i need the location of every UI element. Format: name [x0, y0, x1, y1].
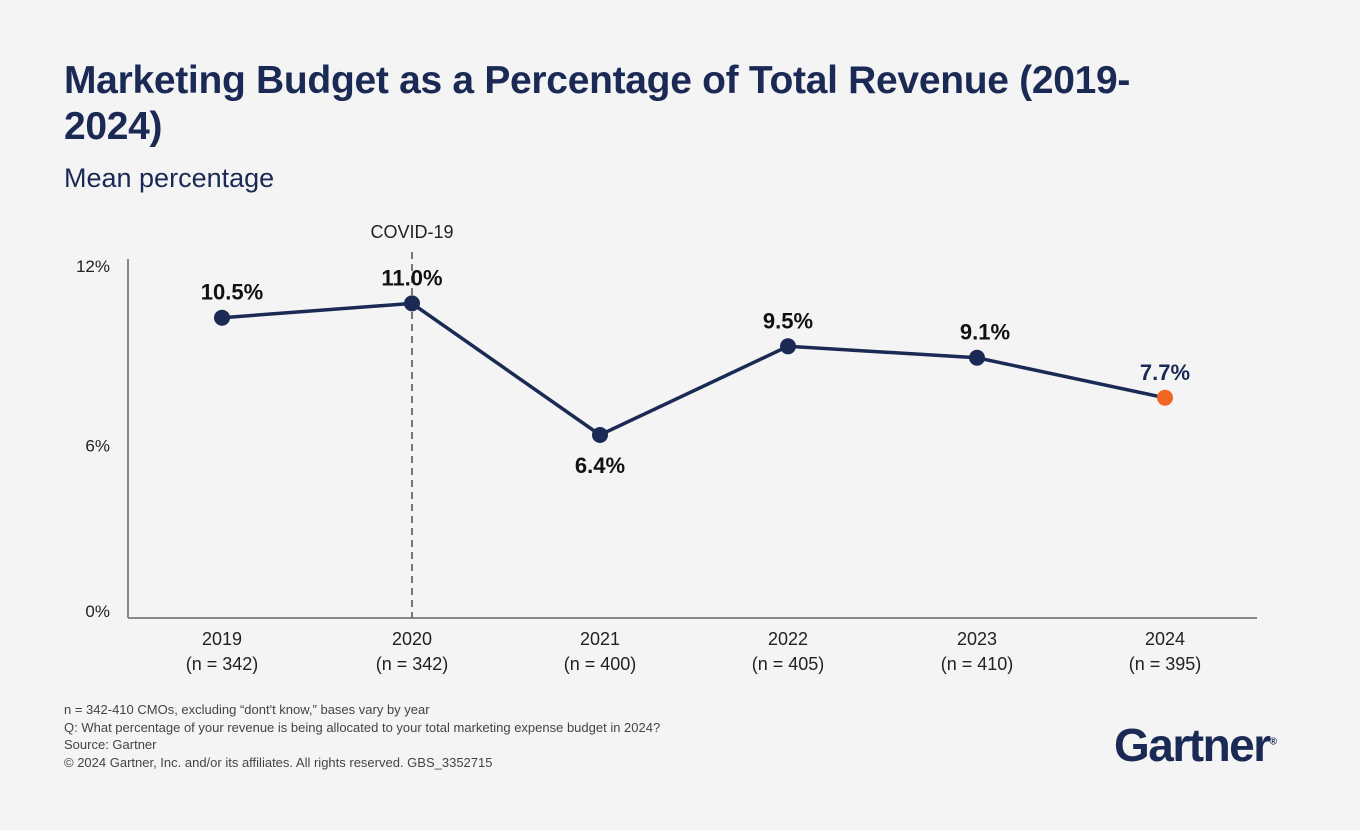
- covid-annotation-label: COVID-19: [370, 222, 453, 242]
- data-point: [969, 349, 985, 366]
- data-point: [780, 338, 796, 355]
- series-line: [221, 301, 1166, 437]
- footnote-source: Source: Gartner: [64, 737, 157, 752]
- x-tick-label: 2022: [768, 629, 808, 649]
- footnote-copyright: © 2024 Gartner, Inc. and/or its affiliat…: [64, 754, 493, 770]
- data-point: [214, 309, 230, 326]
- footnote-question: Q: What percentage of your revenue is be…: [64, 719, 661, 735]
- data-point: [592, 426, 608, 443]
- data-label: 9.5%: [763, 308, 813, 333]
- x-tick-label: 2020: [392, 629, 432, 649]
- data-label: 11.0%: [381, 265, 442, 290]
- gartner-logo: Gartner®: [1114, 719, 1278, 771]
- x-tick-sample-size: (n = 395): [1129, 654, 1202, 674]
- x-tick-label: 2024: [1145, 629, 1185, 649]
- x-tick-sample-size: (n = 342): [186, 654, 259, 674]
- data-label: 10.5%: [201, 280, 263, 305]
- x-tick-sample-size: (n = 400): [564, 654, 637, 674]
- x-tick-label: 2023: [957, 629, 997, 649]
- y-tick-label: 0%: [85, 602, 110, 621]
- x-tick-label: 2021: [580, 629, 620, 649]
- data-label: 6.4%: [575, 453, 625, 478]
- y-tick-label: 12%: [76, 257, 110, 276]
- x-tick-sample-size: (n = 342): [376, 654, 449, 674]
- footnotes: n = 342-410 CMOs, excluding “dont't know…: [64, 701, 660, 771]
- y-tick-label: 6%: [85, 436, 110, 455]
- x-tick-sample-size: (n = 405): [752, 654, 825, 674]
- x-tick-label: 2019: [202, 629, 242, 649]
- x-tick-sample-size: (n = 410): [941, 654, 1014, 674]
- data-point: [404, 295, 420, 312]
- data-label: 9.1%: [960, 320, 1010, 345]
- data-point: [1157, 389, 1173, 406]
- chart-title: Marketing Budget as a Percentage of Tota…: [64, 59, 1131, 148]
- footnote-base: n = 342-410 CMOs, excluding “dont't know…: [64, 702, 430, 717]
- data-label: 7.7%: [1140, 360, 1190, 385]
- chart-subtitle: Mean percentage: [64, 163, 275, 193]
